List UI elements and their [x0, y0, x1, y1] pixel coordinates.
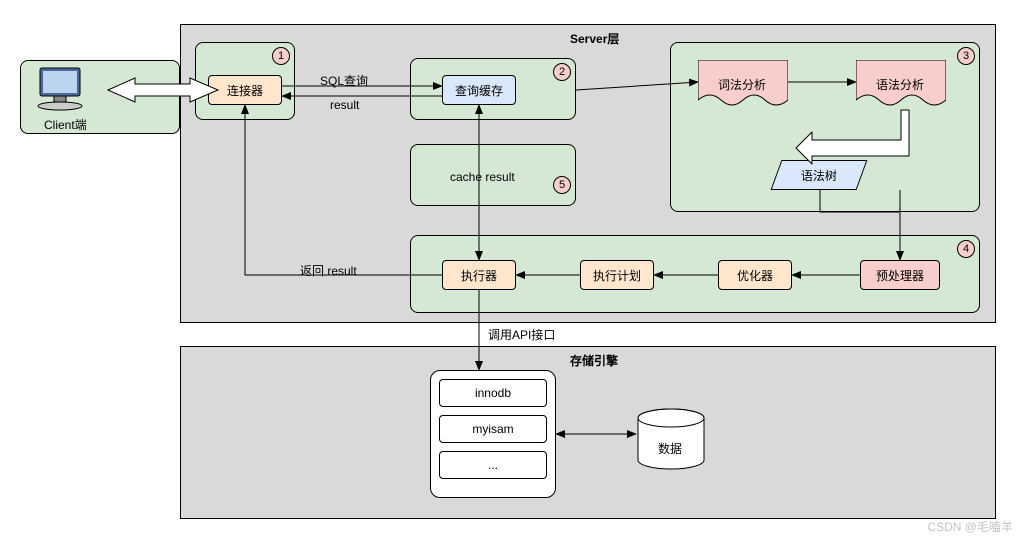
cache-node: 查询缓存	[442, 75, 516, 105]
return-result-label: 返回 result	[300, 262, 357, 279]
computer-icon	[36, 66, 88, 112]
connector-node: 连接器	[208, 75, 282, 105]
sql-query-label: SQL查询	[320, 72, 368, 89]
panel-2-badge: 2	[553, 63, 571, 81]
engine-item: myisam	[439, 415, 547, 443]
executor-node: 执行器	[442, 260, 516, 290]
preproc-node: 预处理器	[860, 260, 940, 290]
result-label: result	[330, 98, 359, 112]
plan-node: 执行计划	[580, 260, 654, 290]
parser-label: 语法分析	[876, 76, 924, 93]
client-label: Client端	[44, 116, 87, 133]
lexer-label: 词法分析	[718, 76, 766, 93]
panel-4-badge: 4	[957, 240, 975, 258]
data-label: 数据	[658, 440, 682, 457]
panel-5-badge: 5	[553, 176, 571, 194]
engine-item: innodb	[439, 379, 547, 407]
cache-result-label: cache result	[450, 170, 515, 184]
syntaxtree-node: 语法树	[771, 160, 868, 190]
diagram-canvas: Server层 存储引擎 Client端 1 连接器 2 查询缓存 5 cach…	[0, 0, 1021, 541]
optimizer-node: 优化器	[718, 260, 792, 290]
storage-region-title: 存储引擎	[570, 352, 618, 369]
call-api-label: 调用API接口	[488, 326, 555, 343]
storage-region	[180, 346, 996, 519]
watermark: CSDN @毛嗑羊	[927, 518, 1013, 535]
panel-1-badge: 1	[272, 47, 290, 65]
panel-3-badge: 3	[957, 47, 975, 65]
engine-item: ...	[439, 451, 547, 479]
syntaxtree-label: 语法树	[801, 167, 837, 184]
server-region-title: Server层	[570, 30, 619, 47]
engines-container: innodb myisam ...	[430, 370, 556, 498]
